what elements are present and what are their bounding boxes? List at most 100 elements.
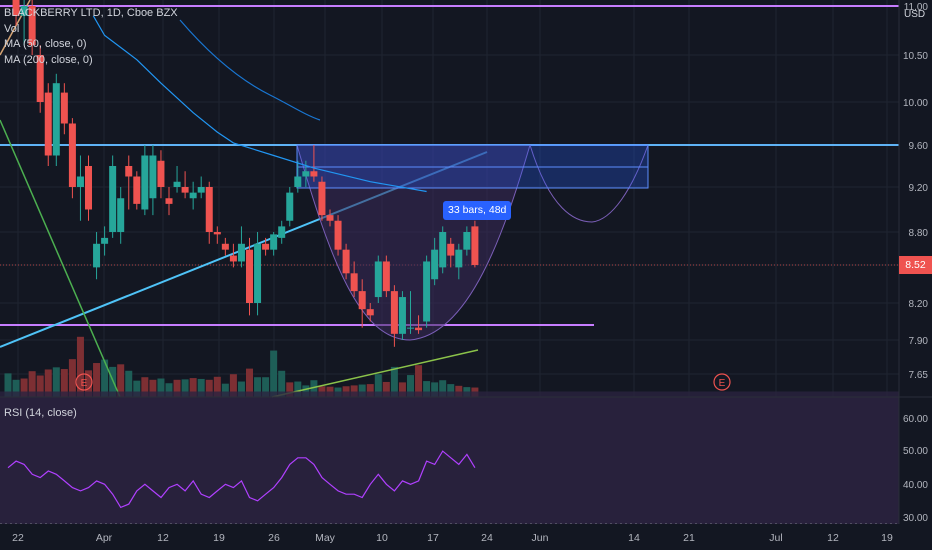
rsi-legend[interactable]: RSI (14, close) [4, 407, 77, 419]
volume-bar [415, 365, 423, 397]
price-tick-label: 8.80 [909, 228, 929, 239]
time-tick-label: 26 [268, 532, 280, 544]
candle-body [20, 6, 28, 16]
volume-bar [374, 374, 382, 397]
candle-body [350, 273, 358, 292]
candle-body [398, 297, 406, 334]
symbol-line[interactable]: BLACKBERRY LTD, 1D, Cboe BZX [4, 7, 178, 19]
volume-bar [173, 379, 181, 397]
range-box-border [296, 144, 649, 189]
volume-bar [36, 375, 44, 397]
time-tick-label: Jun [532, 532, 549, 544]
earnings-marker-0 [75, 373, 93, 391]
volume-bar [262, 377, 270, 397]
price-tick-label: 10.50 [903, 51, 928, 62]
volume-bar [270, 350, 278, 397]
volume-bar [237, 381, 245, 397]
volume-bar [423, 381, 431, 397]
volume-bar [407, 375, 414, 397]
candle-body [286, 192, 294, 221]
earnings-label: E [719, 378, 726, 389]
candle-body [471, 226, 479, 265]
volume-bar [447, 384, 455, 397]
trend-line-green-steep [0, 119, 121, 398]
price-tick-label: 9.20 [909, 183, 929, 194]
candle-body [431, 249, 439, 280]
ma50-line [92, 15, 427, 193]
candle-body [141, 155, 149, 210]
candle-body [390, 291, 398, 334]
candle-body [455, 249, 463, 268]
volume-bar [205, 379, 213, 397]
time-tick-label: May [315, 532, 336, 544]
candle-body [447, 243, 455, 256]
candle-body [366, 309, 374, 316]
earnings-marker-1 [713, 373, 731, 391]
candle-body [334, 220, 342, 250]
cup-shape [297, 145, 530, 340]
time-tick-label: 19 [881, 532, 893, 544]
volume-bar [439, 380, 447, 397]
ma50-legend[interactable]: MA (50, close, 0) [4, 38, 87, 50]
candle-body [407, 327, 414, 329]
time-tick-label: 14 [628, 532, 640, 544]
time-tick-label: 21 [683, 532, 695, 544]
vol-legend[interactable]: Vol [4, 22, 20, 35]
candle-body [44, 92, 52, 156]
volume-bar [213, 376, 221, 397]
cup-outline [296, 144, 531, 341]
volume-bar [181, 379, 189, 397]
candle-body [326, 215, 334, 221]
candle-body [463, 232, 471, 250]
currency-label[interactable]: USD [904, 9, 926, 20]
time-tick-label: 24 [481, 532, 493, 544]
candle-body [157, 160, 165, 187]
volume-bar [44, 369, 52, 397]
candle-body [342, 249, 350, 274]
rsi-band [0, 391, 899, 524]
candle-body [109, 166, 117, 232]
volume-bar [68, 359, 76, 397]
volume-bar [189, 378, 197, 397]
time-tick-label: 19 [213, 532, 225, 544]
volume-bar [358, 384, 366, 397]
candle-body [52, 83, 60, 156]
price-tick-label: 7.65 [909, 370, 929, 381]
price-axis-bg [899, 0, 932, 550]
rsi-tick-label: 60.00 [903, 414, 928, 425]
trend-line-green [271, 349, 479, 398]
volume-bar [125, 370, 133, 397]
candle-body [28, 6, 36, 46]
rsi-line [0, 391, 899, 525]
candle-body [133, 176, 141, 204]
volume-bar [109, 366, 117, 397]
candle-body [125, 166, 133, 177]
candle-body [229, 255, 237, 262]
volume-bar [141, 377, 149, 397]
ma200-line [179, 19, 321, 121]
volume-bar [246, 368, 253, 397]
volume-bar [278, 370, 286, 397]
volume-bar [52, 367, 60, 397]
candle-body [205, 187, 213, 232]
candles [12, 0, 479, 347]
price-tick-label: 7.90 [909, 336, 929, 347]
time-tick-label: Apr [96, 532, 113, 544]
volume-bar [93, 363, 101, 397]
candle-body [415, 327, 423, 331]
volume-bar [76, 336, 84, 397]
candle-body [221, 243, 229, 250]
candle-body [237, 243, 245, 262]
candle-body [302, 171, 310, 177]
bars-range-callout[interactable]: 33 bars, 48d [443, 201, 512, 220]
volume-bar [12, 379, 20, 397]
candle-body [149, 155, 157, 199]
ma200-legend[interactable]: MA (200, close, 0) [4, 53, 93, 66]
candle-body [278, 226, 286, 238]
candle-body [165, 198, 173, 204]
volume-bar [390, 366, 398, 397]
volume-bar [221, 383, 229, 397]
candle-body [439, 232, 447, 268]
